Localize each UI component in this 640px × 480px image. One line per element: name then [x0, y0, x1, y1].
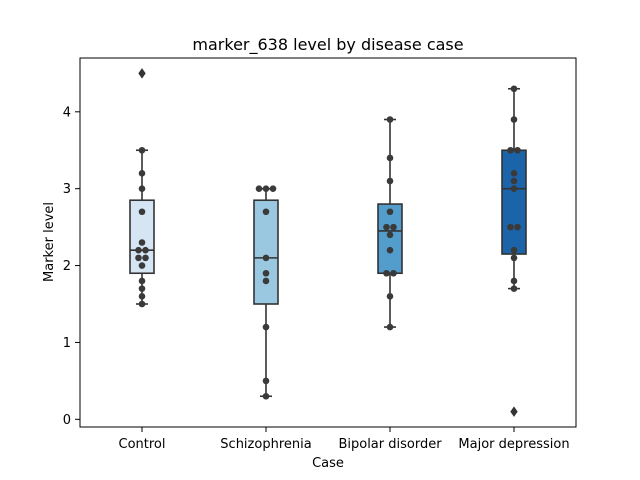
data-point — [262, 323, 270, 331]
data-point — [135, 254, 142, 262]
swarm-group — [507, 85, 521, 292]
data-point — [386, 154, 394, 162]
data-point — [507, 146, 514, 154]
x-tick-label: Major depression — [458, 437, 569, 452]
data-point — [510, 246, 518, 254]
data-point — [138, 293, 146, 300]
data-point — [383, 223, 390, 231]
data-point — [262, 392, 270, 400]
data-point — [510, 285, 518, 292]
data-point — [510, 177, 518, 185]
data-point — [386, 246, 394, 254]
data-point — [514, 223, 521, 231]
data-point — [138, 208, 146, 216]
data-point — [142, 254, 149, 262]
data-point — [255, 185, 263, 192]
data-point — [135, 246, 142, 254]
data-point — [510, 277, 518, 285]
data-point — [386, 323, 394, 331]
y-axis: 0 1 2 3 4 — [63, 105, 80, 428]
data-point — [262, 377, 270, 385]
outlier-marker — [510, 406, 518, 417]
data-point — [386, 231, 394, 239]
box-group — [253, 187, 279, 398]
data-point — [510, 116, 518, 123]
box — [377, 203, 403, 275]
data-point — [510, 85, 518, 93]
x-tick-label: Schizophrenia — [220, 437, 311, 452]
swarm-group — [255, 185, 277, 400]
data-point — [138, 239, 146, 246]
data-point — [383, 269, 390, 277]
y-tick-label: 1 — [63, 336, 71, 351]
data-point — [262, 254, 270, 262]
plot-frame — [79, 57, 577, 428]
chart-title: marker_638 level by disease case — [192, 35, 463, 55]
box — [253, 199, 279, 305]
data-point — [390, 269, 397, 277]
data-point — [138, 300, 146, 308]
data-point — [386, 293, 394, 300]
data-point — [514, 146, 521, 154]
x-axis-title: Case — [312, 456, 344, 471]
data-point — [142, 246, 149, 254]
data-point — [386, 116, 394, 123]
data-point — [510, 185, 518, 192]
data-point — [390, 223, 397, 231]
y-tick-label: 3 — [63, 182, 71, 197]
swarm-group — [383, 116, 397, 331]
x-tick-label: Control — [119, 437, 166, 452]
data-point — [262, 208, 270, 216]
y-axis-title: Marker level — [42, 202, 57, 282]
data-point — [138, 170, 146, 177]
y-tick-label: 0 — [63, 413, 71, 428]
data-point — [510, 170, 518, 177]
data-point — [386, 208, 394, 216]
y-tick-label: 4 — [63, 105, 71, 120]
swarm-group — [135, 146, 149, 308]
box — [501, 149, 527, 255]
data-point — [138, 285, 146, 292]
data-point — [507, 223, 514, 231]
box-group — [377, 118, 403, 328]
data-point — [510, 254, 518, 262]
data-point — [262, 269, 270, 277]
data-point — [386, 177, 394, 185]
x-tick-label: Bipolar disorder — [338, 437, 442, 452]
x-axis: Control Schizophrenia Bipolar disorder Majo… — [119, 427, 570, 452]
data-point — [269, 185, 277, 192]
data-point — [138, 185, 146, 192]
data-point — [138, 262, 146, 269]
plot-area — [129, 68, 527, 417]
data-point — [262, 185, 270, 192]
data-point — [262, 277, 270, 285]
data-point — [138, 277, 146, 285]
data-point — [138, 146, 146, 154]
y-tick-label: 2 — [63, 259, 71, 274]
outlier-marker — [138, 68, 146, 79]
